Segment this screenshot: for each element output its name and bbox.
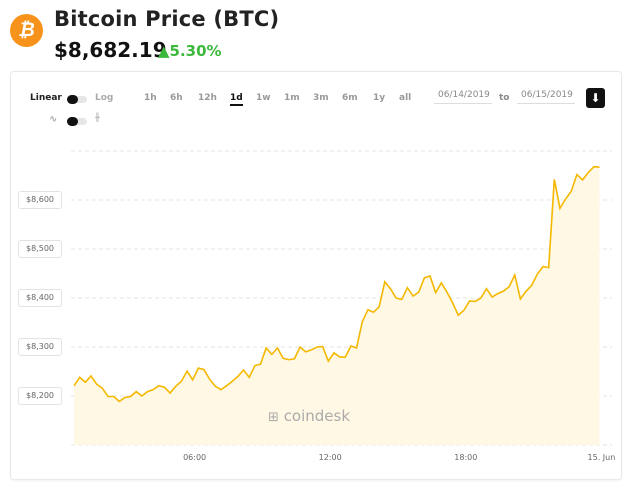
date-to-input[interactable]: 06/15/2019 <box>517 90 575 104</box>
current-price: $8,682.19 <box>54 38 167 62</box>
linear-label: Linear <box>30 93 62 103</box>
bitcoin-icon: ₿ <box>10 14 43 47</box>
x-tick-label: 15. Jun <box>587 453 616 462</box>
chart-card <box>10 71 622 480</box>
candlestick-icon[interactable]: ╫ <box>95 113 100 122</box>
range-all[interactable]: all <box>399 93 412 103</box>
price-change: ▲5.30% <box>158 42 222 60</box>
date-from-input[interactable]: 06/14/2019 <box>434 90 492 104</box>
log-label: Log <box>95 93 114 103</box>
y-tick-label: $8,400 <box>18 289 62 307</box>
chart-type-toggle[interactable] <box>67 117 87 126</box>
coindesk-watermark: ⊞ coindesk <box>268 407 351 425</box>
price-line <box>73 165 600 403</box>
download-arrow-icon[interactable]: ⬇ <box>586 88 605 108</box>
to-label: to <box>499 93 510 103</box>
page-title: Bitcoin Price (BTC) <box>54 7 280 31</box>
x-tick-label: 12:00 <box>318 453 342 462</box>
watermark-text: coindesk <box>283 407 351 425</box>
range-1d[interactable]: 1d <box>230 93 243 106</box>
range-6m[interactable]: 6m <box>342 93 358 103</box>
price-area <box>74 166 600 445</box>
y-tick-label: $8,300 <box>18 338 62 356</box>
x-tick-label: 18:00 <box>454 453 478 462</box>
range-1m[interactable]: 1m <box>284 93 300 103</box>
range-1y[interactable]: 1y <box>373 93 386 103</box>
range-1h[interactable]: 1h <box>144 93 157 103</box>
y-tick-label: $8,200 <box>18 387 62 405</box>
range-12h[interactable]: 12h <box>198 93 217 103</box>
scale-toggle[interactable] <box>67 95 87 104</box>
range-6h[interactable]: 6h <box>170 93 183 103</box>
x-tick-label: 06:00 <box>183 453 207 462</box>
range-3m[interactable]: 3m <box>313 93 329 103</box>
line-chart-icon[interactable]: ∿ <box>49 114 58 125</box>
y-tick-label: $8,500 <box>18 240 62 258</box>
y-tick-label: $8,600 <box>18 191 62 209</box>
range-1w[interactable]: 1w <box>256 93 271 103</box>
